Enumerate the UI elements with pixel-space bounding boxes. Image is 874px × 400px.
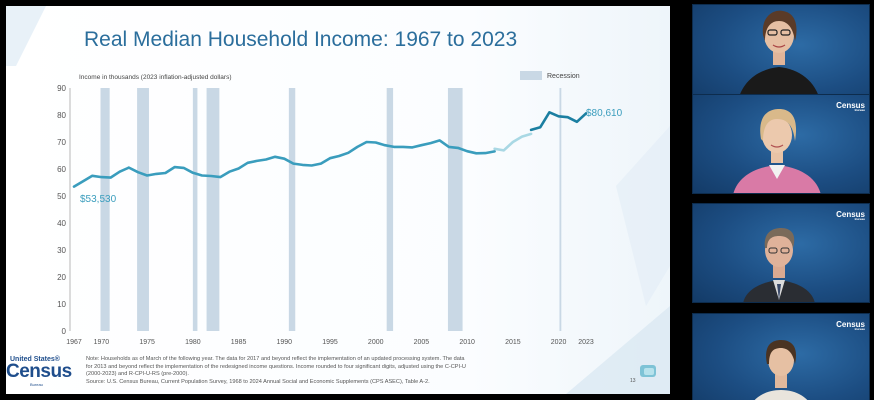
footnote-line: Note: Households as of March of the foll… xyxy=(86,356,465,362)
x-tick-label: 2020 xyxy=(551,339,567,346)
participant-gallery: Census Bureau Census Bureau xyxy=(692,0,874,400)
participant-avatar xyxy=(737,10,821,103)
census-tile-logo: Census Bureau xyxy=(836,101,865,112)
end-value-label: $80,610 xyxy=(586,108,623,119)
recession-bar xyxy=(100,88,110,331)
income-series-line xyxy=(493,132,533,152)
x-tick-label: 2010 xyxy=(459,339,475,346)
x-tick-label: 1990 xyxy=(276,339,292,346)
x-tick-label: 2015 xyxy=(505,339,521,346)
y-tick-label: 70 xyxy=(57,138,66,147)
slide-footnote: Note: Households as of March of the foll… xyxy=(86,356,606,386)
logo-sub-text: Bureau xyxy=(30,382,43,387)
census-bureau-logo: United States® Census Bureau xyxy=(6,355,76,391)
x-tick-label: 1980 xyxy=(185,339,201,346)
recession-bar xyxy=(447,88,463,331)
x-tick-label: 1967 xyxy=(66,339,82,346)
participant-avatar xyxy=(754,340,808,400)
recession-legend-label: Recession xyxy=(547,73,580,80)
x-tick-label: 2005 xyxy=(414,339,430,346)
y-tick-label: 80 xyxy=(57,111,66,120)
recession-bar xyxy=(137,88,149,331)
y-axis-label: Income in thousands (2023 inflation-adju… xyxy=(79,74,231,81)
participant-avatar xyxy=(743,228,815,302)
income-series-line xyxy=(529,111,588,132)
x-tick-labels: 1967 1970 1975 1980 1985 1990 1995 2000 2005 2010… xyxy=(66,339,594,346)
x-tick-label: 1970 xyxy=(94,339,110,346)
y-tick-label: 90 xyxy=(57,84,66,93)
recession-bar xyxy=(559,88,562,331)
footnote-line: Source: U.S. Census Bureau, Current Popu… xyxy=(86,378,430,385)
y-tick-label: 20 xyxy=(57,273,66,282)
y-tick-label: 60 xyxy=(57,165,66,174)
recession-bar xyxy=(288,88,296,331)
presentation-slide: Real Median Household Income: 1967 to 20… xyxy=(6,6,670,394)
income-series-line xyxy=(72,139,496,188)
x-tick-label: 1985 xyxy=(231,339,247,346)
participant-video-tile[interactable] xyxy=(692,4,870,104)
participant-avatar xyxy=(733,109,821,193)
y-tick-label: 10 xyxy=(57,300,66,309)
logo-top-text: United States® xyxy=(10,356,60,363)
census-tile-logo: Census Bureau xyxy=(836,210,865,221)
recession-bar xyxy=(192,88,198,331)
participant-video-tile[interactable]: Census Bureau xyxy=(692,203,870,303)
recession-legend-swatch xyxy=(520,71,542,80)
x-tick-label: 1975 xyxy=(139,339,155,346)
slide-badge-icon xyxy=(640,365,656,377)
recession-bar xyxy=(386,88,394,331)
income-line-chart: 0 10 20 30 40 50 60 70 80 90 1967 1970 1975 1980 1985… xyxy=(57,71,623,346)
participant-video-tile[interactable]: Census Bureau xyxy=(692,94,870,194)
slide-title: Real Median Household Income: 1967 to 20… xyxy=(84,28,518,51)
recession-bars xyxy=(100,88,562,331)
recession-bar xyxy=(206,88,220,331)
footnote-line: (2000-2023) and R-CPI-U-RS (pre-2000). xyxy=(86,371,189,378)
y-tick-label: 40 xyxy=(57,219,66,228)
census-tile-logo: Census Bureau xyxy=(836,320,865,331)
series-lines xyxy=(72,111,588,188)
y-tick-label: 30 xyxy=(57,246,66,255)
footnote-line: for 2013 and beyond reflect the implemen… xyxy=(86,363,466,370)
participant-video-tile[interactable]: Census Bureau xyxy=(692,313,870,400)
x-tick-label: 2023 xyxy=(578,339,594,346)
start-value-label: $53,530 xyxy=(80,194,117,205)
x-tick-label: 2000 xyxy=(368,339,384,346)
x-tick-label: 1995 xyxy=(322,339,338,346)
y-tick-labels: 0 10 20 30 40 50 60 70 80 90 xyxy=(57,84,66,336)
slide-number: 13 xyxy=(630,378,636,384)
logo-main-text: Census xyxy=(6,361,72,382)
y-tick-label: 0 xyxy=(62,327,67,336)
y-tick-label: 50 xyxy=(57,192,66,201)
